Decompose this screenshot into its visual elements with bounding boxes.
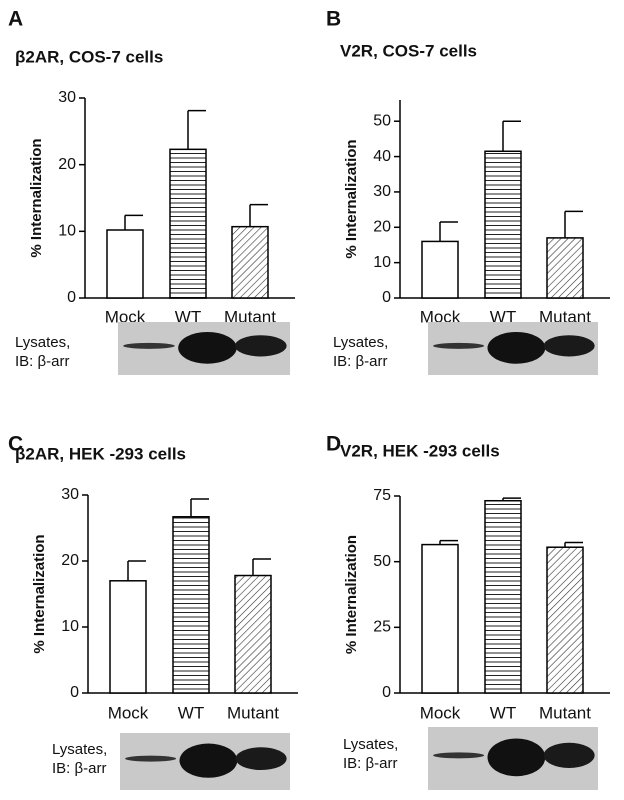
x-tick-label: Mock bbox=[420, 307, 461, 326]
blot-label: Lysates, bbox=[15, 334, 70, 351]
blot-label: IB: β-arr bbox=[15, 353, 69, 370]
y-tick-label: 30 bbox=[58, 89, 76, 106]
y-tick-label: 0 bbox=[382, 289, 391, 306]
blot-band bbox=[178, 331, 237, 364]
panel-letter: D bbox=[326, 433, 341, 456]
bar bbox=[421, 240, 459, 299]
x-tick-label: Mutant bbox=[227, 703, 279, 722]
x-tick-label: Mutant bbox=[539, 703, 591, 722]
blot-band bbox=[123, 342, 175, 349]
x-tick-label: Mock bbox=[105, 307, 146, 326]
chart-title: V2R, HEK -293 cells bbox=[340, 441, 500, 460]
x-tick-label: Mutant bbox=[224, 307, 276, 326]
y-tick-label: 0 bbox=[70, 684, 79, 701]
blot-band bbox=[235, 747, 287, 771]
x-tick-label: Mock bbox=[420, 703, 461, 722]
panel-letter: C bbox=[8, 433, 23, 456]
panel-letter: A bbox=[8, 8, 23, 31]
y-tick-label: 40 bbox=[373, 148, 391, 165]
y-tick-label: 50 bbox=[373, 553, 391, 570]
x-tick-label: WT bbox=[175, 307, 201, 326]
bar bbox=[421, 543, 459, 694]
blot-band bbox=[487, 738, 546, 777]
chart-title: β2AR, HEK -293 cells bbox=[15, 444, 186, 463]
y-tick-label: 0 bbox=[382, 684, 391, 701]
y-tick-label: 20 bbox=[61, 552, 79, 569]
blot-label: IB: β-arr bbox=[333, 353, 387, 370]
y-tick-label: 30 bbox=[61, 486, 79, 503]
blot-label: Lysates, bbox=[52, 741, 107, 758]
bar bbox=[231, 225, 269, 299]
y-tick-label: 0 bbox=[67, 289, 76, 306]
y-tick-label: 30 bbox=[373, 183, 391, 200]
blot-band bbox=[487, 331, 546, 364]
panel-letter: B bbox=[326, 8, 341, 31]
chart-title: V2R, COS-7 cells bbox=[340, 41, 477, 60]
y-tick-label: 10 bbox=[373, 254, 391, 271]
y-axis-label: % Internalization bbox=[343, 535, 360, 654]
y-tick-label: 10 bbox=[61, 618, 79, 635]
blot-band bbox=[234, 335, 287, 357]
x-tick-label: WT bbox=[490, 703, 516, 722]
bar bbox=[106, 229, 144, 299]
bar bbox=[169, 148, 207, 299]
y-tick-label: 10 bbox=[58, 223, 76, 240]
blot-band bbox=[543, 742, 595, 768]
blot-label: IB: β-arr bbox=[52, 760, 106, 777]
y-tick-label: 20 bbox=[58, 156, 76, 173]
bar bbox=[484, 499, 522, 694]
y-axis-label: % Internalization bbox=[343, 139, 360, 258]
bar bbox=[546, 237, 584, 299]
y-tick-label: 50 bbox=[373, 112, 391, 129]
blot-band bbox=[543, 335, 595, 357]
y-axis-label: % Internalization bbox=[31, 534, 48, 653]
bar bbox=[172, 516, 210, 694]
y-tick-label: 75 bbox=[373, 487, 391, 504]
y-axis-label: % Internalization bbox=[28, 138, 45, 257]
blot-band bbox=[179, 743, 238, 778]
blot-label: IB: β-arr bbox=[343, 755, 397, 772]
y-tick-label: 20 bbox=[373, 219, 391, 236]
y-tick-label: 25 bbox=[373, 619, 391, 636]
blot-label: Lysates, bbox=[343, 736, 398, 753]
bar bbox=[109, 580, 147, 694]
blot-label: Lysates, bbox=[333, 334, 388, 351]
blot-band bbox=[433, 342, 485, 349]
bar bbox=[484, 150, 522, 299]
x-tick-label: Mock bbox=[108, 703, 149, 722]
x-tick-label: WT bbox=[490, 307, 516, 326]
chart-title: β2AR, COS-7 cells bbox=[15, 47, 163, 66]
blot-band bbox=[125, 755, 177, 762]
blot-band bbox=[433, 752, 485, 759]
bar bbox=[234, 574, 272, 694]
bar bbox=[546, 546, 584, 694]
x-tick-label: Mutant bbox=[539, 307, 591, 326]
x-tick-label: WT bbox=[178, 703, 204, 722]
